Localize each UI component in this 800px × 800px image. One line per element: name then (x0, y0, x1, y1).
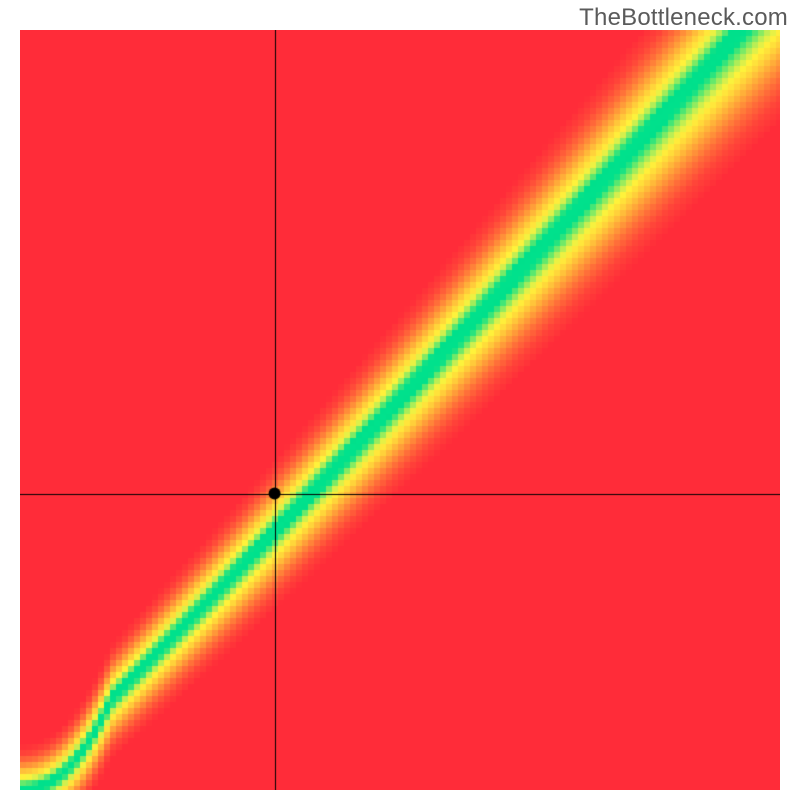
watermark-text: TheBottleneck.com (579, 4, 788, 32)
chart-container: TheBottleneck.com (0, 0, 800, 800)
bottleneck-heatmap (20, 30, 780, 790)
